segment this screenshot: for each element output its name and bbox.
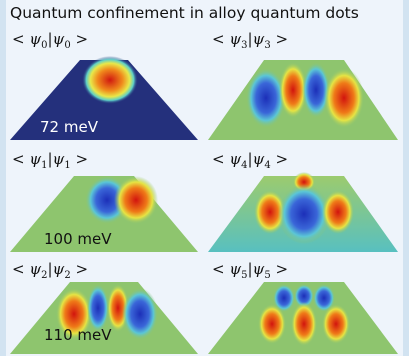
lobe-negative	[302, 62, 330, 118]
panel-2-energy: 110 meV	[44, 326, 112, 344]
panel-5-pyramid	[208, 282, 398, 354]
panel-0-energy: 72 meV	[40, 118, 98, 136]
lobe-negative	[278, 184, 330, 244]
lobe-positive	[114, 176, 158, 224]
panel-2-label: < ψ2|ψ2 >	[12, 260, 89, 281]
lobe-positive	[82, 56, 138, 104]
lobe-negative	[246, 68, 286, 128]
panel-3-label: < ψ3|ψ3 >	[212, 30, 289, 51]
panel-1-label: < ψ1|ψ1 >	[12, 150, 89, 171]
lobe-positive	[322, 190, 354, 234]
lobe-negative	[273, 284, 295, 312]
figure-frame: Quantum confinement in alloy quantum dot…	[6, 0, 403, 356]
panel-2-pyramid	[10, 282, 198, 354]
panel-1-energy: 100 meV	[44, 230, 112, 248]
lobe-negative	[313, 284, 335, 312]
panel-5-label: < ψ5|ψ5 >	[212, 260, 289, 281]
lobe-positive	[56, 288, 92, 340]
lobe-negative	[294, 284, 314, 308]
panel-4-label: < ψ4|ψ4 >	[212, 150, 289, 171]
panel-0-pyramid	[10, 56, 198, 140]
lobe-positive	[279, 62, 307, 118]
figure-title: Quantum confinement in alloy quantum dot…	[10, 4, 359, 22]
lobe-negative	[87, 284, 109, 332]
panel-0-label: < ψ0|ψ0 >	[12, 30, 89, 51]
panel-1-pyramid	[10, 176, 198, 252]
lobe-positive	[322, 304, 350, 344]
panel-4-pyramid	[208, 172, 398, 252]
lobe-positive	[291, 302, 317, 346]
lobe-negative	[122, 288, 158, 340]
lobe-positive	[324, 68, 364, 128]
lobe-positive	[258, 304, 286, 344]
panel-3-pyramid	[208, 60, 398, 140]
lobe-positive	[254, 190, 286, 234]
